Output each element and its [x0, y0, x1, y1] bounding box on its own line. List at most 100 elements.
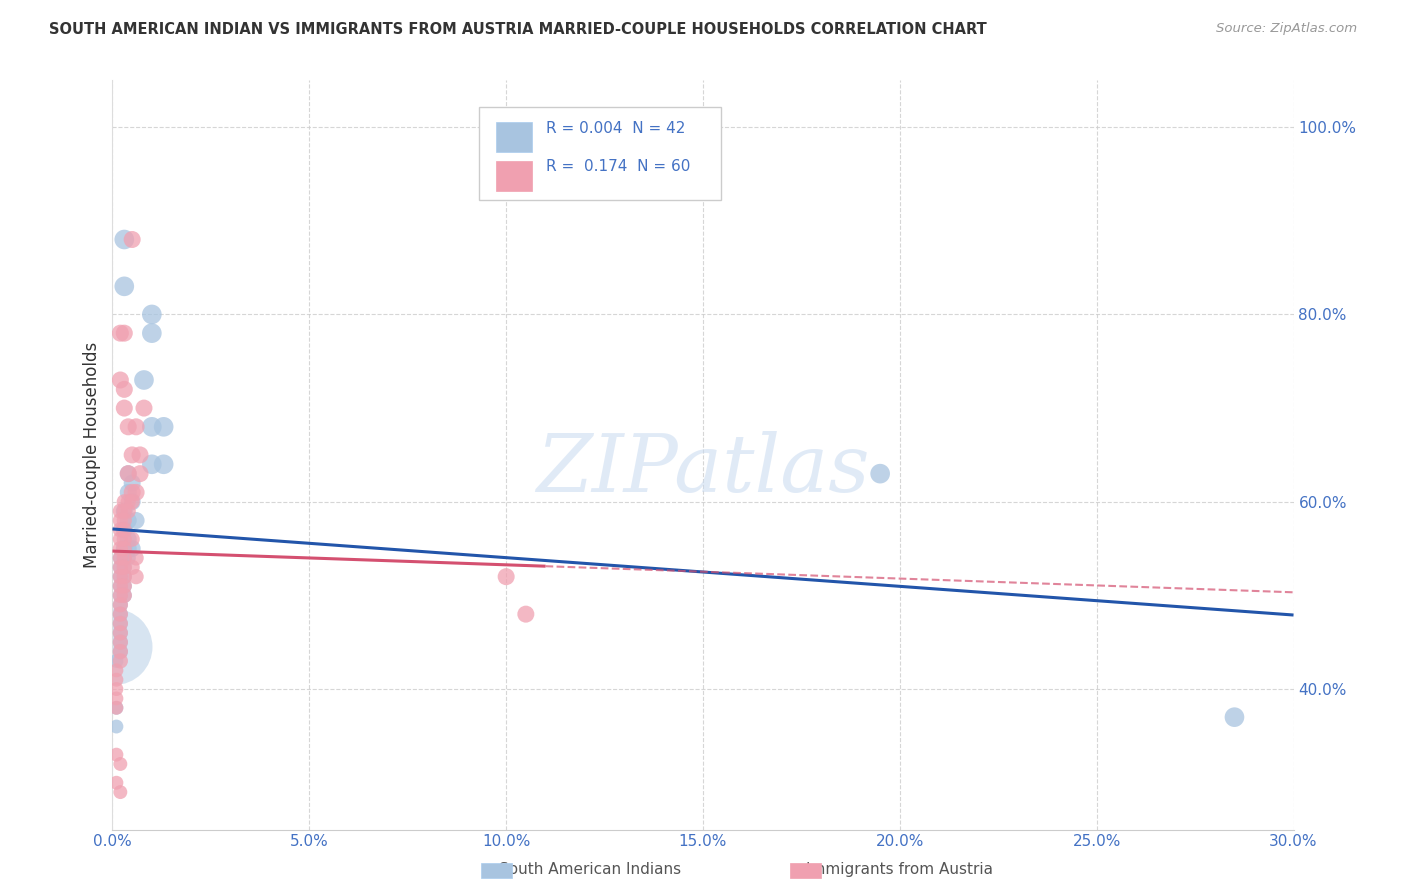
Point [125, 570, 148, 584]
Point [110, 785, 132, 799]
FancyBboxPatch shape [496, 122, 531, 152]
Point [110, 635, 132, 649]
Point [110, 644, 132, 658]
Point [110, 373, 132, 387]
Point [121, 541, 143, 556]
Point [125, 550, 148, 566]
Point [112, 579, 135, 593]
Point [110, 589, 132, 603]
Point [112, 494, 135, 508]
Point [112, 382, 135, 396]
Point [110, 589, 132, 603]
Point [110, 607, 132, 622]
Point [112, 579, 135, 593]
Point [110, 579, 132, 593]
Point [132, 373, 155, 387]
Point [121, 560, 143, 574]
Point [112, 541, 135, 556]
Text: South American Indians: South American Indians [499, 863, 682, 877]
Point [110, 607, 132, 622]
Point [110, 570, 132, 584]
Point [105, 691, 128, 706]
Point [117, 532, 139, 546]
Point [110, 635, 132, 649]
Point [125, 514, 148, 528]
Point [1223, 710, 1246, 724]
Point [121, 476, 143, 491]
Point [105, 673, 128, 687]
Point [112, 326, 135, 341]
Point [105, 664, 128, 678]
Point [105, 719, 128, 733]
Text: Source: ZipAtlas.com: Source: ZipAtlas.com [1216, 22, 1357, 36]
Point [121, 232, 143, 246]
Point [117, 467, 139, 481]
Point [515, 607, 537, 622]
Point [117, 504, 139, 518]
Point [129, 467, 152, 481]
Point [110, 644, 132, 658]
Point [110, 616, 132, 631]
Point [141, 307, 163, 321]
Point [117, 494, 139, 508]
Point [117, 514, 139, 528]
Point [112, 550, 135, 566]
Point [110, 654, 132, 668]
Point [112, 589, 135, 603]
Point [121, 494, 143, 508]
Point [110, 626, 132, 640]
Point [141, 419, 163, 434]
Point [112, 560, 135, 574]
Point [110, 504, 132, 518]
Point [112, 532, 135, 546]
Point [112, 232, 135, 246]
Text: R = 0.004  N = 42: R = 0.004 N = 42 [546, 120, 685, 136]
Point [105, 701, 128, 715]
Point [117, 419, 139, 434]
Point [495, 570, 517, 584]
Point [105, 654, 128, 668]
Point [110, 756, 132, 771]
Point [112, 560, 135, 574]
Point [117, 541, 139, 556]
Point [110, 532, 132, 546]
Point [105, 681, 128, 696]
Point [141, 326, 163, 341]
Point [112, 401, 135, 416]
Point [110, 550, 132, 566]
Point [105, 701, 128, 715]
Point [112, 589, 135, 603]
FancyBboxPatch shape [496, 161, 531, 191]
Point [117, 550, 139, 566]
Point [110, 550, 132, 566]
FancyBboxPatch shape [478, 106, 721, 200]
Point [125, 485, 148, 500]
Point [110, 626, 132, 640]
Point [112, 570, 135, 584]
Point [110, 523, 132, 537]
Point [112, 279, 135, 293]
Point [112, 514, 135, 528]
Point [121, 532, 143, 546]
Point [125, 419, 148, 434]
Point [152, 457, 174, 471]
Point [117, 485, 139, 500]
Point [103, 640, 125, 654]
Point [110, 616, 132, 631]
Point [110, 598, 132, 612]
Text: ZIPatlas: ZIPatlas [536, 431, 870, 508]
Point [110, 560, 132, 574]
Point [141, 457, 163, 471]
Text: SOUTH AMERICAN INDIAN VS IMMIGRANTS FROM AUSTRIA MARRIED-COUPLE HOUSEHOLDS CORRE: SOUTH AMERICAN INDIAN VS IMMIGRANTS FROM… [49, 22, 987, 37]
Point [110, 326, 132, 341]
Point [129, 448, 152, 462]
Text: R =  0.174  N = 60: R = 0.174 N = 60 [546, 160, 690, 174]
Point [112, 570, 135, 584]
Point [110, 541, 132, 556]
Point [112, 550, 135, 566]
Point [132, 401, 155, 416]
Point [110, 570, 132, 584]
Point [112, 504, 135, 518]
Point [121, 494, 143, 508]
Text: Immigrants from Austria: Immigrants from Austria [806, 863, 994, 877]
